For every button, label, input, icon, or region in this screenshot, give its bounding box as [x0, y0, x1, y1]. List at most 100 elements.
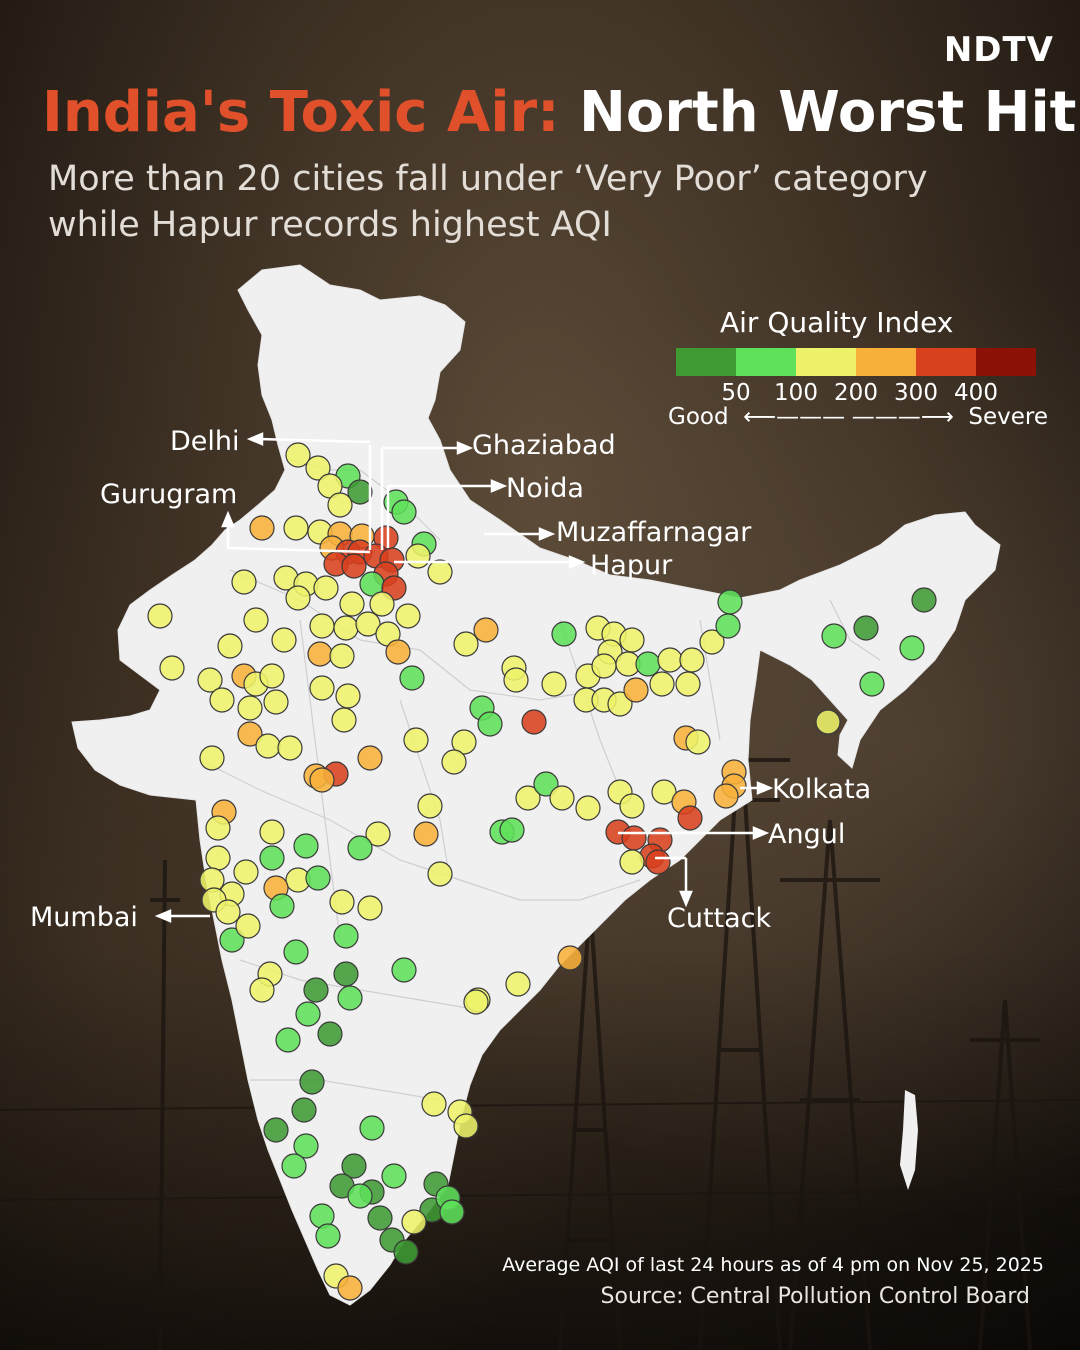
aqi-station-dot	[333, 923, 359, 949]
aqi-station-dot	[291, 1097, 317, 1123]
aqi-station-dot	[651, 779, 677, 805]
aqi-station-dot	[249, 515, 275, 541]
aqi-station-dot	[395, 603, 421, 629]
aqi-station-dot	[329, 643, 355, 669]
legend-swatch	[736, 348, 796, 376]
aqi-station-dot	[205, 815, 231, 841]
legend-tick: 200	[834, 380, 878, 406]
aqi-station-dot	[309, 613, 335, 639]
aqi-station-dot	[197, 667, 223, 693]
aqi-station-dot	[237, 695, 263, 721]
aqi-station-dot	[591, 653, 617, 679]
arrow-left-icon: ⟵———	[735, 404, 846, 430]
legend-tick: 400	[954, 380, 998, 406]
aqi-station-dot	[451, 729, 477, 755]
aqi-station-dot	[557, 945, 583, 971]
aqi-station-dot	[413, 821, 439, 847]
aqi-station-dot	[269, 893, 295, 919]
aqi-station-dot	[635, 651, 661, 677]
aqi-station-dot	[305, 455, 331, 481]
aqi-station-dot	[477, 711, 503, 737]
aqi-station-dot	[403, 727, 429, 753]
aqi-station-dot	[341, 1153, 367, 1179]
aqi-station-dot	[365, 821, 391, 847]
aqi-station-dot	[271, 627, 297, 653]
aqi-station-dot	[551, 621, 577, 647]
aqi-station-dot	[357, 895, 383, 921]
aqi-station-dot	[515, 785, 541, 811]
aqi-station-dot	[341, 553, 367, 579]
aqi-station-dot	[337, 1275, 363, 1301]
aqi-station-dot	[355, 611, 381, 637]
aqi-station-dot	[815, 709, 841, 735]
aqi-station-dot	[309, 767, 335, 793]
label-gurugram: Gurugram	[100, 479, 237, 510]
label-angul: Angul	[768, 819, 845, 850]
aqi-station-dot	[473, 617, 499, 643]
aqi-station-dot	[315, 1223, 341, 1249]
aqi-station-dot	[421, 1091, 447, 1117]
legend-good-label: Good	[668, 404, 729, 430]
aqi-station-dot	[317, 1021, 343, 1047]
label-hapur: Hapur	[590, 550, 673, 581]
legend-good: Good ⟵———	[668, 404, 845, 430]
aqi-station-dot	[159, 655, 185, 681]
aqi-station-dot	[621, 825, 647, 851]
aqi-station-dot	[541, 671, 567, 697]
aqi-station-dot	[417, 793, 443, 819]
aqi-station-dot	[243, 607, 269, 633]
aqi-station-dot	[231, 569, 257, 595]
legend-swatch	[676, 348, 736, 376]
ndtv-logo: NDTV	[943, 30, 1054, 70]
legend-color-scale	[676, 348, 1036, 376]
aqi-station-dot	[677, 805, 703, 831]
subtitle: More than 20 cities fall under ‘Very Poo…	[48, 159, 928, 245]
legend-tick: 50	[721, 380, 751, 406]
legend-tick: 300	[894, 380, 938, 406]
aqi-station-dot	[233, 859, 259, 885]
aqi-station-dot	[331, 707, 357, 733]
aqi-station-dot	[277, 735, 303, 761]
aqi-station-dot	[329, 889, 355, 915]
aqi-station-dot	[305, 865, 331, 891]
aqi-station-dot	[285, 442, 311, 468]
aqi-station-dot	[499, 817, 525, 843]
label-cuttack: Cuttack	[667, 903, 772, 934]
label-muzaffarnagar: Muzaffarnagar	[556, 517, 752, 548]
aqi-station-dot	[405, 543, 431, 569]
aqi-station-dot	[549, 785, 575, 811]
aqi-station-dot	[209, 687, 235, 713]
aqi-station-dot	[347, 835, 373, 861]
aqi-station-dot	[619, 793, 645, 819]
aqi-station-dot	[441, 749, 467, 775]
aqi-station-dot	[717, 589, 743, 615]
aqi-station-dot	[453, 1113, 479, 1139]
label-delhi: Delhi	[170, 426, 240, 457]
legend-title: Air Quality Index	[720, 306, 954, 339]
aqi-station-dot	[217, 633, 243, 659]
aqi-station-dot	[911, 587, 937, 613]
aqi-station-dot	[859, 671, 885, 697]
aqi-station-dot	[853, 615, 879, 641]
aqi-station-dot	[259, 663, 285, 689]
aqi-station-dot	[675, 671, 701, 697]
aqi-station-dot	[679, 647, 705, 673]
footnote: Average AQI of last 24 hours as of 4 pm …	[502, 1254, 1044, 1276]
aqi-station-dot	[505, 971, 531, 997]
aqi-station-dot	[521, 709, 547, 735]
aqi-station-dot	[275, 1027, 301, 1053]
aqi-station-dot	[299, 1069, 325, 1095]
source-credit: Source: Central Pollution Control Board	[600, 1284, 1030, 1309]
sri-lanka-islands	[900, 1090, 918, 1190]
aqi-station-dot	[249, 977, 275, 1003]
aqi-station-dot	[427, 559, 453, 585]
legend-tick: 100	[774, 380, 818, 406]
aqi-station-dot	[333, 615, 359, 641]
legend-severe-label: Severe	[968, 404, 1048, 430]
aqi-station-dot	[453, 631, 479, 657]
aqi-station-dot	[219, 927, 245, 953]
aqi-station-dot	[307, 641, 333, 667]
aqi-station-dot	[381, 1163, 407, 1189]
aqi-station-dot	[339, 591, 365, 617]
